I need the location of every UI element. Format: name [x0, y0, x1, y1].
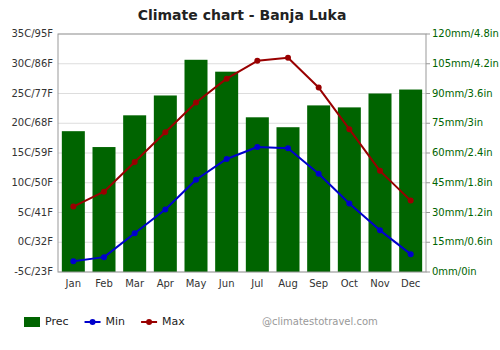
chart: -5C/23F 0C/32F 5C/41F 10C/50F 15C/59F 20C/68F…	[0, 0, 500, 350]
grid-line	[58, 63, 426, 64]
x-tick-label: Apr	[157, 278, 175, 289]
y2-tick	[426, 182, 430, 183]
y2-tick-label: 15mm/0.6in	[432, 236, 493, 247]
x-tick-label: Sep	[309, 278, 328, 289]
y2-tick	[426, 212, 430, 213]
point	[224, 76, 230, 82]
point	[254, 144, 260, 150]
x-tick-label: Dec	[401, 278, 420, 289]
y2-tick-label: 75mm/3in	[432, 117, 483, 128]
grid	[58, 34, 426, 272]
y2-tick	[426, 272, 430, 273]
point	[193, 99, 199, 105]
point	[285, 55, 291, 61]
bar	[399, 90, 422, 272]
bar	[369, 94, 392, 273]
y-tick-label: 30C/86F	[11, 58, 53, 69]
y2-tick-label: 60mm/2.4in	[432, 147, 493, 158]
x-tick-label: Aug	[278, 278, 298, 289]
plot-frame	[58, 34, 426, 272]
point	[193, 177, 199, 183]
bar	[307, 105, 330, 272]
y-tick-label: 25C/77F	[11, 88, 53, 99]
x-tick-label: Mar	[125, 278, 145, 289]
y-tick-label: 10C/50F	[11, 177, 53, 188]
legend-marker	[90, 319, 96, 325]
point	[377, 168, 383, 174]
bar	[93, 147, 116, 272]
y2-tick-label: 45mm/1.8in	[432, 177, 493, 188]
bar	[246, 117, 269, 272]
y2-tick-label: 120mm/4.8in	[432, 28, 499, 39]
legend-swatch	[24, 317, 40, 327]
point	[408, 198, 414, 204]
bar	[277, 127, 300, 272]
line	[73, 58, 410, 207]
title: Climate chart - Banja Luka	[138, 7, 347, 23]
y2-tick-label: 105mm/4.2in	[432, 58, 499, 69]
y2-tick	[426, 242, 430, 243]
point	[285, 145, 291, 151]
point	[101, 254, 107, 260]
point	[132, 159, 138, 165]
point	[70, 258, 76, 264]
y2-tick	[426, 93, 430, 94]
x-tick-label: Oct	[341, 278, 358, 289]
x-tick-label: Feb	[95, 278, 113, 289]
y-tick-label: -5C/23F	[14, 266, 53, 277]
bar	[123, 115, 146, 272]
y-tick-label: 0C/32F	[18, 236, 53, 247]
y2-tick	[426, 34, 430, 35]
legend-label: Max	[162, 315, 185, 328]
legend-label: Prec	[45, 315, 69, 328]
point	[316, 85, 322, 91]
point	[162, 129, 168, 135]
plot-area	[62, 55, 422, 272]
x-tick-label: Jun	[218, 278, 235, 289]
line	[73, 147, 410, 261]
point	[377, 227, 383, 233]
legend-label: Min	[106, 315, 126, 328]
x-tick-label: May	[186, 278, 207, 289]
y2-tick-label: 0mm/0in	[432, 266, 477, 277]
y-tick-label: 20C/68F	[11, 117, 53, 128]
point	[132, 230, 138, 236]
y-tick-label: 35C/95F	[11, 28, 53, 39]
bar	[215, 72, 238, 272]
y-tick-label: 5C/41F	[18, 207, 53, 218]
point	[316, 171, 322, 177]
x-tick-label: Jul	[250, 278, 263, 289]
annotation: @climatestotravel.com	[262, 316, 378, 327]
point	[346, 201, 352, 207]
point	[346, 126, 352, 132]
bar	[338, 107, 361, 272]
bar	[185, 60, 208, 272]
x-tick-label: Nov	[370, 278, 390, 289]
y2-tick	[426, 63, 430, 64]
y2-tick-label: 30mm/1.2in	[432, 207, 493, 218]
y2-tick-label: 90mm/3.6in	[432, 88, 493, 99]
legend-marker	[146, 319, 152, 325]
point	[101, 189, 107, 195]
point	[224, 156, 230, 162]
point	[408, 251, 414, 257]
y2-tick	[426, 153, 430, 154]
point	[70, 204, 76, 210]
point	[162, 207, 168, 213]
point	[254, 58, 260, 64]
bar	[154, 95, 177, 272]
x-tick-label: Jan	[65, 278, 81, 289]
legend: Prec Min Max	[24, 315, 185, 328]
y2-tick	[426, 123, 430, 124]
y-tick-label: 15C/59F	[11, 147, 53, 158]
